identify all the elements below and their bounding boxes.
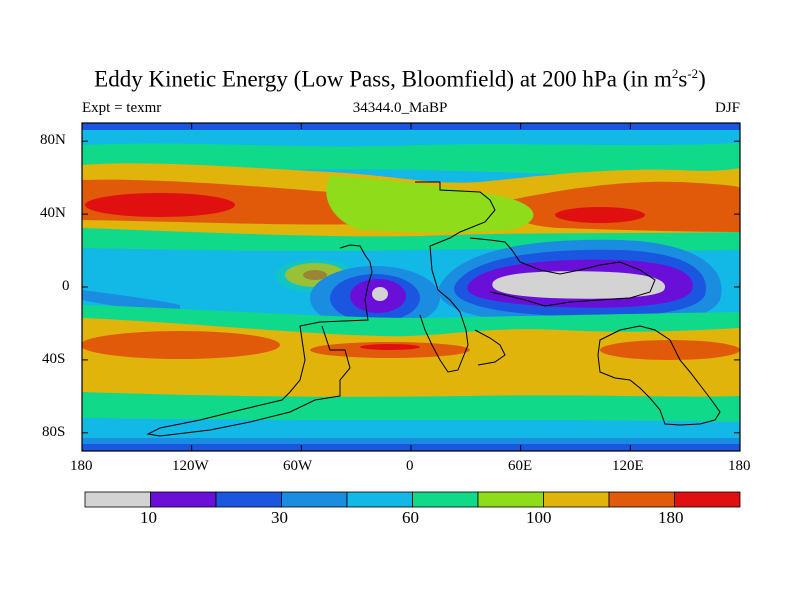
band-south-orange-east: [600, 340, 740, 360]
colorbar-swatch: [412, 491, 479, 508]
colorbar: [84, 491, 741, 508]
x-tick-label: 180: [728, 458, 751, 474]
x-tick-label: 60W: [283, 458, 313, 474]
band-eq-blue-west: [82, 290, 180, 312]
band-south-light2: [82, 418, 740, 441]
colorbar-label: 30: [271, 508, 288, 527]
colorbar-swatch: [150, 491, 217, 508]
subtitle-center: 34344.0_MaBP: [352, 100, 448, 116]
x-tick-label: 180: [70, 458, 93, 474]
colorbar-swatch: [608, 491, 675, 508]
colorbar-label: 100: [526, 508, 552, 527]
band-north-greenyellow: [326, 176, 534, 233]
band-eq-orange-pacific: [303, 270, 327, 280]
coast-asia: [469, 237, 656, 307]
coast-europe-africa: [415, 181, 496, 373]
band-north-light: [82, 130, 740, 148]
coast-australia: [597, 325, 721, 426]
y-tick-label: 0: [62, 278, 70, 294]
x-tick-label: 0: [406, 458, 414, 474]
band-io-gray: [492, 271, 666, 299]
band-south-green2: [82, 392, 740, 422]
colorbar-label: 60: [402, 508, 419, 527]
coast-south-africa-ext: [474, 329, 506, 366]
x-tick-label: 60E: [508, 458, 533, 474]
colorbar-swatch: [84, 491, 151, 508]
band-north-red-west: [85, 193, 235, 217]
band-south-red: [360, 344, 420, 350]
colorbar-label: 180: [658, 508, 684, 527]
y-tick-label: 80N: [40, 132, 66, 148]
colorbar-label: 10: [140, 508, 157, 527]
y-tick-label: 80S: [42, 424, 66, 440]
band-south-blue: [82, 438, 740, 446]
chart-title: Eddy Kinetic Energy (Low Pass, Bloomfiel…: [94, 66, 706, 92]
colorbar-swatch: [281, 491, 348, 508]
y-tick-label: 40S: [42, 351, 66, 367]
x-tick-label: 120E: [612, 458, 644, 474]
band-atl-gray: [372, 287, 388, 301]
subtitle-right: DJF: [714, 100, 740, 116]
colorbar-swatch: [674, 491, 741, 508]
colorbar-swatch: [215, 491, 282, 508]
contour-field: [82, 123, 740, 451]
colorbar-swatch: [477, 491, 544, 508]
band-north-red-east: [555, 207, 645, 223]
band-south-orange-west: [82, 331, 280, 359]
subtitle-left: Expt = texmr: [82, 100, 162, 116]
colorbar-swatch: [346, 491, 413, 508]
axis-ticks: [81, 123, 741, 451]
coast-americas: [146, 244, 373, 437]
colorbar-swatch: [543, 491, 610, 508]
x-tick-label: 120W: [172, 458, 209, 474]
coastlines: [146, 181, 721, 437]
y-tick-label: 40N: [40, 205, 66, 221]
